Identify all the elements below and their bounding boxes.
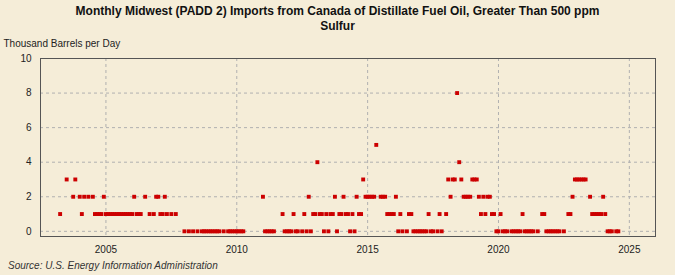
svg-text:2005: 2005 <box>95 244 118 255</box>
html-text:Monthly Midwest (PADD 2) Impor: Monthly Midwest (PADD 2) Imports from Ca… <box>75 4 600 33</box>
svg-text:6: 6 <box>26 122 32 133</box>
svg-text:0: 0 <box>26 226 32 237</box>
svg-text:2015: 2015 <box>357 244 380 255</box>
svg-text:2025: 2025 <box>618 244 641 255</box>
svg-text:2: 2 <box>26 191 32 202</box>
svg-text:10: 10 <box>20 53 32 64</box>
html-text:Source: U.S. Energy Informatio: Source: U.S. Energy Information Administ… <box>8 260 218 271</box>
svg-text:2020: 2020 <box>487 244 510 255</box>
svg-text:4: 4 <box>26 156 32 167</box>
svg-text:8: 8 <box>26 87 32 98</box>
svg-text:Thousand Barrels per Day: Thousand Barrels per Day <box>4 38 121 49</box>
svg-text:2010: 2010 <box>226 244 249 255</box>
